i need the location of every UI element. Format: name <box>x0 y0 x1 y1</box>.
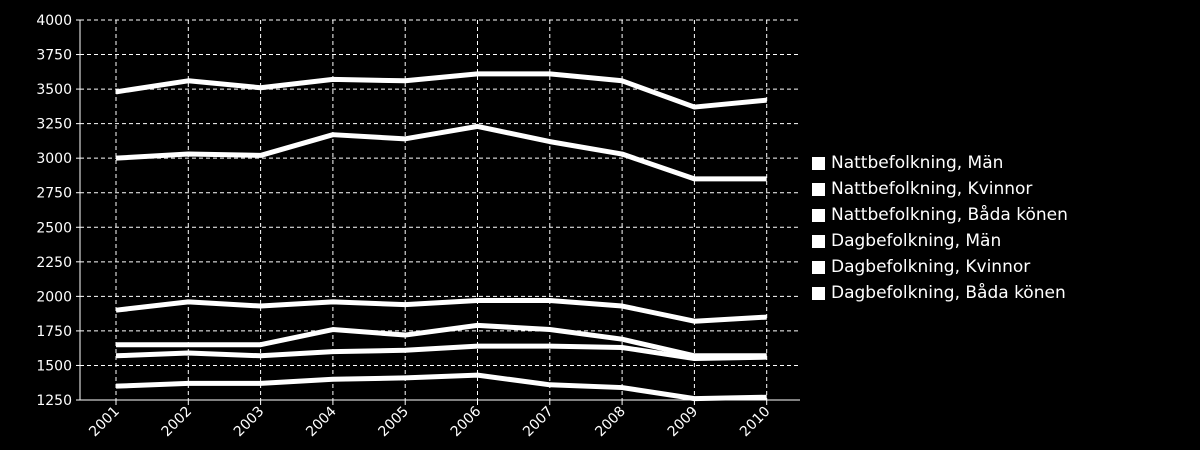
x-tick-label: 2009 <box>665 404 702 441</box>
legend-item: Dagbefolkning, Kvinnor <box>812 254 1068 280</box>
x-tick-label: 2003 <box>231 404 268 441</box>
grid-lines <box>80 19 800 400</box>
y-tick-label: 1250 <box>36 393 72 409</box>
legend-label: Nattbefolkning, Båda könen <box>831 205 1068 225</box>
x-tick-label: 2010 <box>737 404 774 441</box>
legend-item: Nattbefolkning, Båda könen <box>812 202 1068 228</box>
legend-item: Nattbefolkning, Kvinnor <box>812 176 1068 202</box>
series-line-3 <box>115 123 767 182</box>
y-tick-label: 3750 <box>36 48 72 64</box>
legend-label: Dagbefolkning, Kvinnor <box>831 257 1031 277</box>
y-tick-label: 3000 <box>36 151 72 167</box>
y-tick-label: 2250 <box>36 255 72 271</box>
legend-swatch <box>812 234 825 248</box>
series-line-2 <box>116 322 767 359</box>
legend-swatch <box>812 182 825 196</box>
x-tick-label: 2006 <box>448 403 485 440</box>
legend-swatch <box>812 156 825 170</box>
x-tick-label: 2004 <box>303 403 340 440</box>
series-line-6 <box>115 71 767 110</box>
x-tick-labels: 2001 2002 2003 2004 2005 2006 2007 2008 2009 2010 <box>86 403 773 440</box>
series-line-4 <box>115 343 767 362</box>
legend-swatch <box>812 286 825 300</box>
x-tick-label: 2007 <box>520 404 557 441</box>
legend-item: Dagbefolkning, Män <box>812 228 1068 254</box>
x-tick-label: 2001 <box>86 404 123 441</box>
legend-swatch <box>812 208 825 222</box>
y-tick-label: 3500 <box>36 82 72 98</box>
y-tick-label: 3250 <box>36 117 72 133</box>
legend-label: Nattbefolkning, Kvinnor <box>831 179 1033 199</box>
y-tick-label: 2750 <box>36 186 72 202</box>
legend-item: Dagbefolkning, Båda könen <box>812 280 1068 306</box>
y-tick-label: 1750 <box>36 324 72 340</box>
x-tick-label: 2008 <box>592 404 629 441</box>
legend-label: Nattbefolkning, Män <box>831 153 1004 173</box>
legend-swatch <box>812 260 825 274</box>
series-line-1 <box>115 372 767 402</box>
y-tick-label: 2000 <box>36 289 72 305</box>
series-line-5 <box>115 298 767 324</box>
axes <box>76 19 800 405</box>
y-tick-label: 1500 <box>36 358 72 374</box>
legend-item: Nattbefolkning, Män <box>812 150 1068 176</box>
y-tick-labels: 1250 1500 1750 2000 2250 2500 2750 3000 3250 3500… <box>36 13 72 409</box>
x-tick-label: 2002 <box>159 404 196 441</box>
legend-label: Dagbefolkning, Båda könen <box>831 283 1066 303</box>
y-tick-label: 2500 <box>36 220 72 236</box>
y-tick-label: 4000 <box>36 13 72 29</box>
series-lines <box>115 71 767 402</box>
legend: Nattbefolkning, Män Nattbefolkning, Kvinn… <box>812 150 1068 306</box>
legend-label: Dagbefolkning, Män <box>831 231 1002 251</box>
x-tick-label: 2005 <box>376 404 413 441</box>
